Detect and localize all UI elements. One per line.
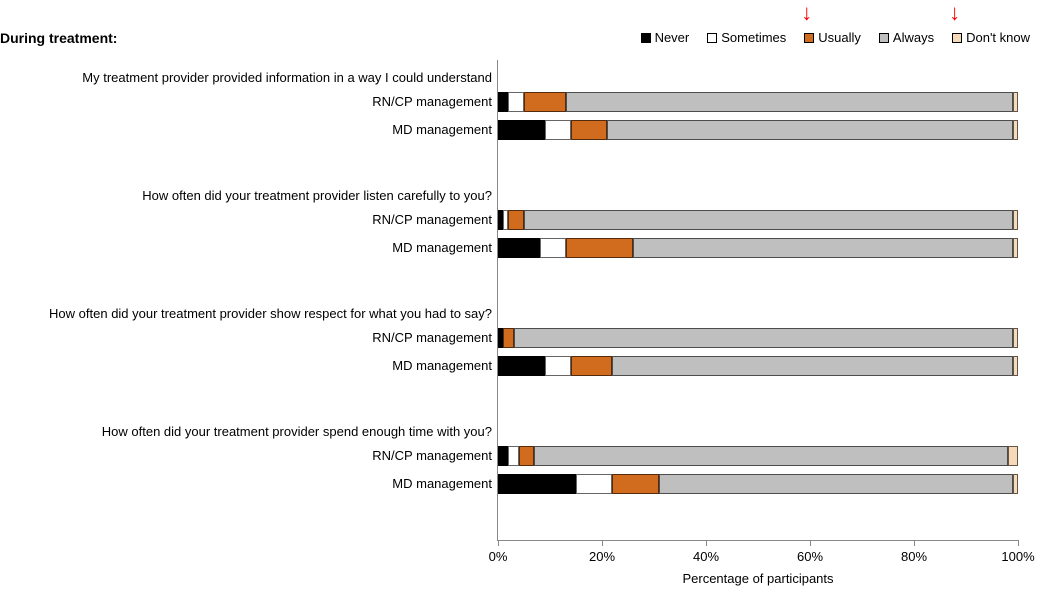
bar-segment-always [633,238,1013,258]
legend-item: Don't know [952,30,1030,45]
row-label: MD management [392,122,492,137]
bar-row [498,446,1018,466]
x-tick-label: 100% [1001,549,1034,564]
x-tick-label: 60% [797,549,823,564]
bar-segment-usually [503,328,513,348]
bar-segment-dontknow [1013,356,1018,376]
annotation-arrow-dontknow: ↓ [949,2,960,24]
legend-item: Usually [804,30,861,45]
bar-segment-dontknow [1013,120,1018,140]
x-tick [706,540,707,546]
bar-segment-dontknow [1013,328,1018,348]
bar-segment-sometimes [576,474,612,494]
row-label: MD management [392,358,492,373]
row-label: RN/CP management [372,330,492,345]
bar-segment-sometimes [508,92,524,112]
legend-label: Sometimes [721,30,786,45]
legend-item: Always [879,30,934,45]
question-label: How often did your treatment provider sp… [102,424,492,439]
bar-segment-usually [612,474,659,494]
x-tick-label: 80% [901,549,927,564]
bar-segment-dontknow [1013,474,1018,494]
bar-segment-usually [519,446,535,466]
legend-swatch [879,33,889,43]
x-tick [914,540,915,546]
bar-segment-dontknow [1008,446,1018,466]
bar-segment-always [534,446,1007,466]
legend-swatch [804,33,814,43]
row-label: RN/CP management [372,212,492,227]
y-labels: My treatment provider provided informati… [0,60,492,540]
bar-segment-sometimes [508,446,518,466]
row-label: MD management [392,476,492,491]
bar-row [498,120,1018,140]
bar-segment-usually [508,210,524,230]
bar-row [498,474,1018,494]
x-axis-title: Percentage of participants [682,571,833,586]
x-tick [498,540,499,546]
bar-segment-sometimes [540,238,566,258]
legend-swatch [707,33,717,43]
bar-row [498,238,1018,258]
bar-segment-never [498,120,545,140]
legend-swatch [952,33,962,43]
bar-segment-usually [571,356,613,376]
bar-row [498,356,1018,376]
chart-container: During treatment: ↓ ↓ Never Sometimes Usua… [0,0,1050,606]
bar-segment-never [498,446,508,466]
question-label: How often did your treatment provider sh… [49,306,492,321]
x-tick [810,540,811,546]
row-label: MD management [392,240,492,255]
question-label: How often did your treatment provider li… [142,188,492,203]
x-tick-label: 0% [489,549,508,564]
bar-segment-usually [571,120,607,140]
legend-label: Never [655,30,690,45]
bar-segment-dontknow [1013,92,1018,112]
x-tick [1018,540,1019,546]
plot-area: Percentage of participants 0%20%40%60%80… [497,60,1018,541]
chart-title: During treatment: [0,30,117,46]
legend: Never Sometimes Usually Always Don't know [641,30,1030,45]
bar-row [498,210,1018,230]
bar-segment-never [498,92,508,112]
row-label: RN/CP management [372,94,492,109]
bar-segment-never [498,238,540,258]
bar-segment-always [659,474,1013,494]
bar-row [498,92,1018,112]
bar-segment-dontknow [1013,238,1018,258]
x-tick-label: 20% [589,549,615,564]
legend-item: Never [641,30,690,45]
bar-segment-always [607,120,1013,140]
question-label: My treatment provider provided informati… [82,70,492,85]
bar-segment-never [498,356,545,376]
annotation-arrow-usually: ↓ [801,2,812,24]
bar-segment-sometimes [545,120,571,140]
legend-label: Always [893,30,934,45]
legend-label: Don't know [966,30,1030,45]
x-tick [602,540,603,546]
bar-segment-always [612,356,1012,376]
bar-segment-usually [524,92,566,112]
bar-segment-always [514,328,1013,348]
bar-segment-usually [566,238,634,258]
bar-segment-dontknow [1013,210,1018,230]
bar-segment-never [498,474,576,494]
bar-segment-always [524,210,1013,230]
legend-label: Usually [818,30,861,45]
bar-row [498,328,1018,348]
bar-segment-sometimes [545,356,571,376]
legend-item: Sometimes [707,30,786,45]
legend-swatch [641,33,651,43]
x-tick-label: 40% [693,549,719,564]
row-label: RN/CP management [372,448,492,463]
bar-segment-always [566,92,1013,112]
